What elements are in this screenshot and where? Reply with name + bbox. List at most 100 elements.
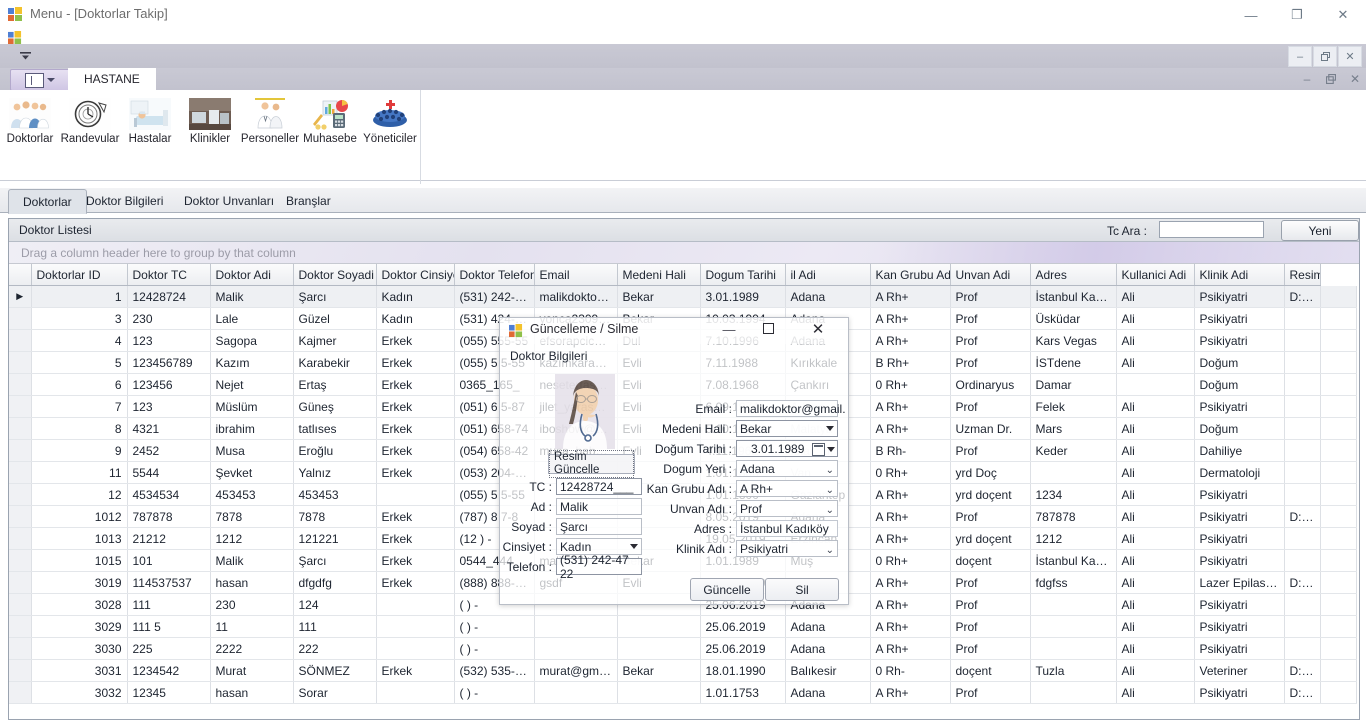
table-cell[interactable]: 1212: [1030, 527, 1117, 550]
table-cell[interactable]: [376, 637, 455, 660]
kan-grubu-select[interactable]: A Rh+ ⌄: [736, 480, 838, 497]
app-menu-button[interactable]: [10, 69, 70, 91]
row-indicator[interactable]: [9, 395, 32, 418]
table-cell[interactable]: [1030, 637, 1117, 660]
row-indicator[interactable]: [9, 483, 32, 506]
row-indicator[interactable]: [9, 351, 32, 374]
table-cell[interactable]: ( ) -: [454, 681, 535, 704]
row-indicator[interactable]: [9, 373, 32, 396]
table-cell[interactable]: Doğum: [1194, 417, 1285, 440]
table-cell[interactable]: 4534534: [127, 483, 211, 506]
resim-guncelle-button[interactable]: Resim Güncelle: [548, 450, 635, 478]
table-cell[interactable]: Psikiyatri: [1194, 285, 1285, 308]
date-picker-button[interactable]: [812, 443, 835, 456]
table-cell[interactable]: Erkek: [376, 571, 455, 594]
table-cell[interactable]: 5544: [127, 461, 211, 484]
table-cell[interactable]: 0 Rh+: [870, 461, 951, 484]
table-cell[interactable]: Ali: [1116, 329, 1195, 352]
child-minimize-button[interactable]: –: [1303, 71, 1311, 86]
minimize-button[interactable]: —: [1244, 7, 1258, 23]
table-cell[interactable]: [376, 615, 455, 638]
table-cell[interactable]: 12345: [127, 681, 211, 704]
table-cell[interactable]: Şarcı: [293, 549, 377, 572]
table-cell[interactable]: Felek: [1030, 395, 1117, 418]
table-cell[interactable]: Ali: [1116, 637, 1195, 660]
table-cell[interactable]: A Rh+: [870, 527, 951, 550]
table-cell[interactable]: 121221: [293, 527, 377, 550]
table-cell[interactable]: Yalnız: [293, 461, 377, 484]
table-cell[interactable]: ibrahim: [210, 417, 294, 440]
table-cell[interactable]: 453453: [293, 483, 377, 506]
table-cell[interactable]: Erkek: [376, 505, 455, 528]
table-cell[interactable]: [376, 593, 455, 616]
table-cell[interactable]: [1030, 461, 1117, 484]
table-cell[interactable]: Musa: [210, 439, 294, 462]
col-doktor-tc[interactable]: Doktor TC: [127, 264, 211, 286]
table-cell[interactable]: Psikiyatri: [1194, 505, 1285, 528]
row-indicator[interactable]: [9, 307, 32, 330]
table-cell[interactable]: A Rh+: [870, 395, 951, 418]
adres-input[interactable]: İstanbul Kadıköy: [736, 520, 838, 537]
row-indicator[interactable]: [9, 417, 32, 440]
table-cell[interactable]: Malik: [210, 549, 294, 572]
table-cell[interactable]: Psikiyatri: [1194, 307, 1285, 330]
table-cell[interactable]: 3032: [31, 681, 128, 704]
table-cell[interactable]: 7878: [210, 505, 294, 528]
table-cell[interactable]: malikdoktor…: [534, 285, 618, 308]
table-cell[interactable]: hasan: [210, 681, 294, 704]
tab-doktor-unvanlari[interactable]: Doktor Unvanları: [184, 193, 275, 208]
table-cell[interactable]: Keder: [1030, 439, 1117, 462]
table-cell[interactable]: [617, 681, 701, 704]
table-cell[interactable]: Psikiyatri: [1194, 549, 1285, 572]
table-cell[interactable]: [617, 615, 701, 638]
table-cell[interactable]: 3031: [31, 659, 128, 682]
row-indicator[interactable]: [9, 439, 32, 462]
child-close-button[interactable]: ✕: [1349, 71, 1361, 86]
tab-doktorlar[interactable]: Doktorlar: [8, 189, 87, 214]
col-unvan-adi[interactable]: Unvan Adi: [950, 264, 1031, 286]
table-cell[interactable]: 18.01.1990: [700, 659, 786, 682]
dialog-maximize-button[interactable]: [755, 320, 781, 340]
table-cell[interactable]: 3: [31, 307, 128, 330]
table-cell[interactable]: Murat: [210, 659, 294, 682]
table-cell[interactable]: A Rh+: [870, 571, 951, 594]
table-cell[interactable]: Eroğlu: [293, 439, 377, 462]
row-indicator[interactable]: [9, 461, 32, 484]
table-cell[interactable]: Ali: [1116, 659, 1195, 682]
table-cell[interactable]: 1234: [1030, 483, 1117, 506]
table-cell[interactable]: 5: [31, 351, 128, 374]
table-cell[interactable]: D:\USB\Benim K…: [1284, 285, 1321, 308]
table-cell[interactable]: A Rh+: [870, 483, 951, 506]
table-cell[interactable]: Prof: [950, 307, 1031, 330]
table-cell[interactable]: 12428724: [127, 285, 211, 308]
row-indicator[interactable]: [9, 659, 32, 682]
table-cell[interactable]: Ertaş: [293, 373, 377, 396]
table-cell[interactable]: doçent: [950, 659, 1031, 682]
table-cell[interactable]: Kazım: [210, 351, 294, 374]
table-cell[interactable]: Ali: [1116, 571, 1195, 594]
table-cell[interactable]: Kajmer: [293, 329, 377, 352]
row-indicator[interactable]: [9, 329, 32, 352]
table-cell[interactable]: Ali: [1116, 527, 1195, 550]
table-cell[interactable]: 230: [210, 593, 294, 616]
table-cell[interactable]: 123456: [127, 373, 211, 396]
table-cell[interactable]: Veteriner: [1194, 659, 1285, 682]
row-indicator[interactable]: [9, 549, 32, 572]
table-cell[interactable]: Prof: [950, 395, 1031, 418]
table-cell[interactable]: Prof: [950, 351, 1031, 374]
table-cell[interactable]: 1015: [31, 549, 128, 572]
row-indicator[interactable]: ▶: [9, 285, 32, 308]
table-cell[interactable]: 1012: [31, 505, 128, 528]
table-cell[interactable]: Erkek: [376, 417, 455, 440]
table-cell[interactable]: Kars Vegas: [1030, 329, 1117, 352]
table-cell[interactable]: Prof: [950, 571, 1031, 594]
mdi-minimize-button[interactable]: –: [1288, 46, 1312, 67]
table-cell[interactable]: 222: [293, 637, 377, 660]
group-by-panel[interactable]: Drag a column header here to group by th…: [9, 242, 1359, 264]
table-cell[interactable]: A Rh+: [870, 417, 951, 440]
row-indicator[interactable]: [9, 593, 32, 616]
table-cell[interactable]: Erkek: [376, 439, 455, 462]
table-cell[interactable]: (531) 242-4…: [454, 285, 535, 308]
table-cell[interactable]: 0 Rh+: [870, 549, 951, 572]
table-cell[interactable]: 9: [31, 439, 128, 462]
